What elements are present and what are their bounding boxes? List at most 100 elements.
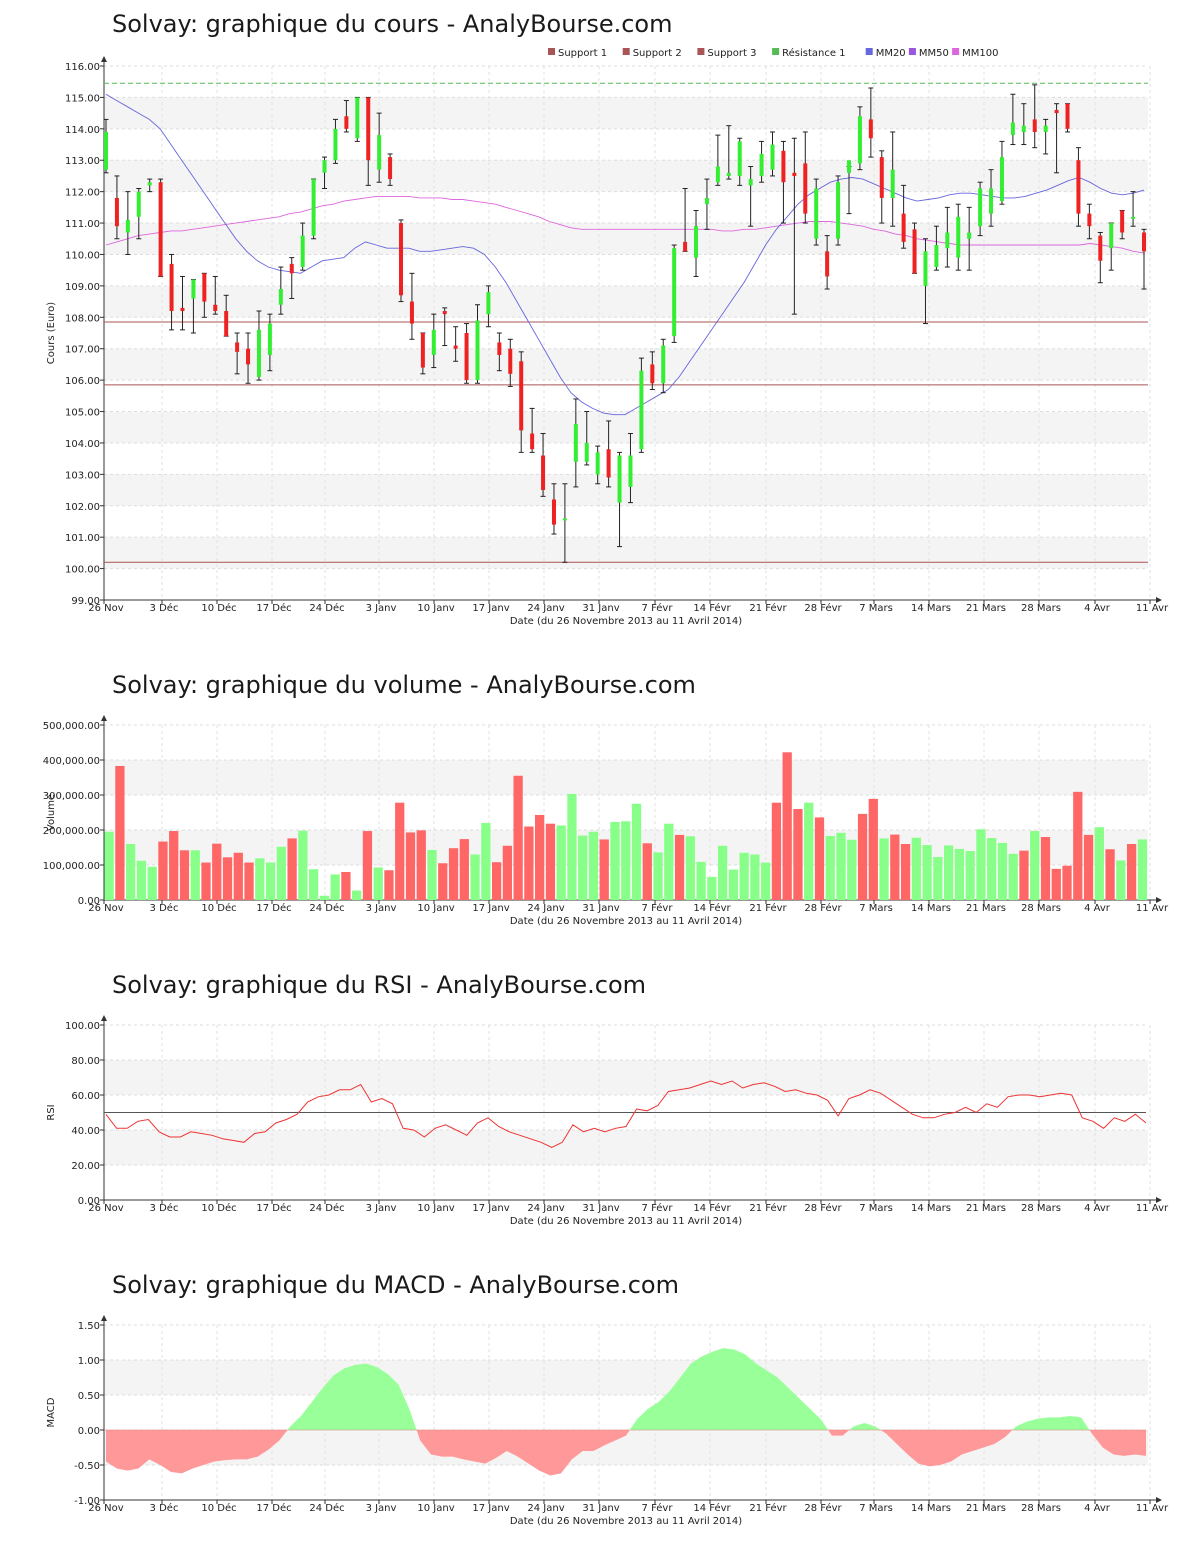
candle-body bbox=[1098, 235, 1103, 261]
volume-bar bbox=[147, 866, 157, 900]
volume-bar bbox=[685, 836, 695, 900]
volume-xtick-label: 26 Nov bbox=[88, 903, 124, 914]
volume-bar bbox=[782, 752, 792, 900]
rsi-xtick-label: 24 Déc bbox=[309, 1202, 344, 1214]
candle-body bbox=[224, 311, 229, 337]
rsi-xtick-label: 17 Janv bbox=[472, 1203, 509, 1214]
candle-body bbox=[989, 188, 994, 214]
volume-xtick-label: 10 Déc bbox=[201, 902, 236, 914]
macd-positive-area bbox=[849, 1423, 881, 1430]
volume-bar bbox=[104, 831, 114, 900]
price-ytick-label: 112.00 bbox=[65, 188, 100, 199]
candle-body bbox=[453, 345, 458, 349]
volume-bar bbox=[341, 872, 351, 900]
volume-bar bbox=[190, 850, 200, 900]
macd-ytick-label: 0.00 bbox=[78, 1426, 100, 1437]
candle-body bbox=[672, 248, 677, 337]
macd-y-axis-arrow bbox=[101, 1315, 107, 1321]
candle-body bbox=[584, 442, 589, 462]
candle-body bbox=[683, 241, 688, 252]
rsi-xtick-label: 28 Févr bbox=[804, 1202, 842, 1214]
candle-body bbox=[999, 157, 1004, 202]
price-chart: 99.00 100.00 101.00 102.00 103.00 104.00 105.0… bbox=[46, 47, 1169, 627]
candle-body bbox=[562, 518, 567, 521]
volume-bar bbox=[890, 834, 900, 900]
rsi-xtick-label: 11 Avr bbox=[1136, 1203, 1169, 1214]
candle-body bbox=[125, 219, 130, 233]
volume-bar bbox=[395, 802, 405, 900]
volume-bar bbox=[1094, 827, 1104, 900]
volume-bar bbox=[761, 862, 771, 900]
volume-bar bbox=[717, 845, 728, 900]
price-xtick-label: 14 Févr bbox=[693, 602, 731, 614]
volume-bar bbox=[308, 869, 319, 900]
candle-body bbox=[300, 235, 305, 268]
price-xtick-label: 7 Mars bbox=[859, 603, 893, 614]
volume-bar bbox=[868, 798, 878, 900]
candle-body bbox=[541, 455, 546, 491]
rsi-band bbox=[104, 1060, 1148, 1095]
volume-bar bbox=[922, 845, 932, 900]
volume-bar bbox=[459, 839, 469, 900]
rsi-ytick-label: 60.00 bbox=[71, 1091, 100, 1102]
legend-swatch bbox=[772, 48, 780, 55]
candle-body bbox=[704, 197, 709, 205]
price-xtick-label: 28 Févr bbox=[804, 602, 842, 614]
legend-swatch bbox=[952, 48, 960, 55]
volume-bar bbox=[1040, 837, 1051, 900]
candle-body bbox=[147, 182, 152, 186]
candle-body bbox=[114, 197, 119, 227]
volume-bar bbox=[438, 863, 448, 900]
candle-body bbox=[792, 172, 797, 176]
candle-body bbox=[551, 499, 556, 525]
price-band bbox=[104, 97, 1148, 129]
candle-body bbox=[311, 179, 316, 236]
macd-xtick-label: 24 Déc bbox=[309, 1502, 344, 1514]
volume-ytick-label: 0.00 bbox=[78, 896, 100, 907]
candle-body bbox=[1142, 232, 1146, 252]
volume-xtick-label: 24 Janv bbox=[527, 903, 564, 914]
rsi-x-axis-label: Date (du 26 Novembre 2013 au 11 Avril 20… bbox=[510, 1216, 742, 1227]
candle-body bbox=[890, 169, 895, 198]
macd-xtick-label: 3 Déc bbox=[150, 1502, 179, 1514]
volume-bar bbox=[556, 825, 566, 900]
price-ytick-label: 99.00 bbox=[71, 596, 100, 607]
price-ytick-label: 101.00 bbox=[65, 533, 100, 544]
candle-body bbox=[278, 289, 283, 305]
macd-chart-title: Solvay: graphique du MACD - AnalyBourse.… bbox=[112, 1271, 679, 1299]
legend-swatch bbox=[865, 48, 873, 55]
volume-band bbox=[104, 760, 1148, 795]
volume-bar bbox=[384, 870, 394, 900]
price-ytick-label: 110.00 bbox=[65, 250, 100, 261]
candle-body bbox=[1054, 109, 1059, 114]
price-band bbox=[104, 537, 1148, 569]
candle-body bbox=[344, 116, 349, 129]
volume-bar bbox=[535, 814, 545, 900]
candle-body bbox=[759, 153, 764, 176]
candle-body bbox=[836, 182, 841, 239]
candle-body bbox=[104, 131, 108, 170]
price-ytick-label: 108.00 bbox=[65, 313, 100, 324]
candle-body bbox=[1032, 119, 1037, 132]
volume-bar bbox=[900, 844, 911, 900]
legend-swatch bbox=[697, 48, 705, 55]
legend-swatch bbox=[908, 48, 916, 55]
candle-body bbox=[246, 348, 251, 365]
candle-body bbox=[464, 333, 469, 381]
rsi-band bbox=[104, 1130, 1148, 1165]
volume-bar bbox=[954, 848, 965, 900]
volume-bar bbox=[416, 830, 426, 900]
volume-bar bbox=[567, 793, 577, 900]
volume-x-axis-label: Date (du 26 Novembre 2013 au 11 Avril 20… bbox=[510, 916, 742, 927]
rsi-xtick-label: 10 Janv bbox=[417, 1203, 454, 1214]
candle-body bbox=[235, 342, 240, 352]
volume-bar bbox=[502, 845, 512, 900]
volume-bar bbox=[1008, 853, 1018, 900]
candle-body bbox=[617, 455, 622, 503]
macd-x-axis-label: Date (du 26 Novembre 2013 au 11 Avril 20… bbox=[510, 1516, 742, 1527]
volume-bar bbox=[1030, 831, 1040, 900]
volume-ytick-label: 400,000.00 bbox=[43, 756, 100, 767]
rsi-ytick-label: 20.00 bbox=[71, 1161, 100, 1172]
candle-body bbox=[956, 216, 961, 258]
rsi-chart-title: Solvay: graphique du RSI - AnalyBourse.c… bbox=[112, 971, 646, 999]
